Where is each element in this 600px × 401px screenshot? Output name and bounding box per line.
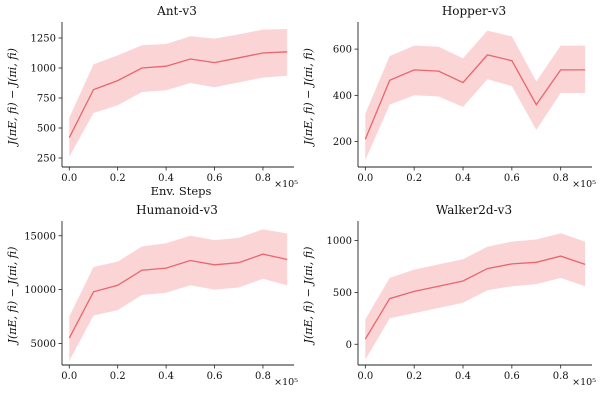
x-tick-label: 0.4 bbox=[158, 173, 174, 184]
x-tick-label: 0.2 bbox=[110, 173, 126, 184]
panel-title: Hopper-v3 bbox=[442, 4, 506, 18]
y-tick-label: 200 bbox=[333, 137, 352, 148]
y-tick-label: 5000 bbox=[31, 339, 56, 350]
x-tick-label: 0.0 bbox=[61, 371, 77, 382]
y-tick-label: 1000 bbox=[31, 64, 56, 75]
y-tick-label: 1000 bbox=[327, 236, 352, 247]
mean-line bbox=[364, 54, 586, 140]
y-tick-label: 500 bbox=[333, 288, 352, 299]
panel-0: 0.0 0.2 0.4 0.6 0.8 250 500 750 1000 1250 Ant-v3 En… bbox=[6, 4, 298, 198]
panel-2: 0.0 0.2 0.4 0.6 0.8 5000 10000 15000 Humanoid-v3… bbox=[6, 203, 298, 388]
x-tick-label: 0.4 bbox=[455, 173, 471, 184]
x-tick-label: 0.2 bbox=[406, 371, 422, 382]
panel-title: Walker2d-v3 bbox=[436, 203, 512, 217]
panel-title: Ant-v3 bbox=[156, 4, 197, 18]
x-multiplier: ×10⁵ bbox=[572, 179, 596, 190]
x-tick-label: 0.6 bbox=[504, 173, 520, 184]
x-tick-label: 0.6 bbox=[207, 173, 223, 184]
confidence-band bbox=[365, 233, 586, 360]
x-multiplier: ×10⁵ bbox=[274, 179, 298, 190]
x-tick-label: 0.6 bbox=[207, 371, 223, 382]
x-multiplier: ×10⁵ bbox=[572, 377, 596, 388]
y-tick-label: 250 bbox=[37, 154, 56, 165]
x-tick-label: 0.8 bbox=[553, 371, 569, 382]
x-axis-label: Env. Steps bbox=[151, 184, 212, 198]
confidence-band bbox=[365, 30, 586, 161]
x-tick-label: 0.4 bbox=[455, 371, 471, 382]
x-tick-label: 0.4 bbox=[158, 371, 174, 382]
panel-title: Humanoid-v3 bbox=[136, 203, 218, 217]
y-axis-label: J(πE, fi) − J(πi, fi) bbox=[302, 247, 315, 346]
x-tick-label: 0.2 bbox=[110, 371, 126, 382]
panel-3: 0.0 0.2 0.4 0.6 0.8 0 500 1000 Walker2d-v3 ×10⁵ J(… bbox=[302, 203, 596, 388]
y-tick-label: 1250 bbox=[31, 34, 56, 45]
mean-line bbox=[68, 51, 288, 138]
y-tick-label: 10000 bbox=[24, 285, 56, 296]
y-tick-label: 750 bbox=[37, 94, 56, 105]
x-tick-label: 0.8 bbox=[553, 173, 569, 184]
y-tick-label: 500 bbox=[37, 124, 56, 135]
x-tick-label: 0.0 bbox=[357, 371, 373, 382]
x-tick-label: 0.8 bbox=[255, 371, 271, 382]
y-axis-label: J(πE, fi) − J(πi, fi) bbox=[302, 48, 315, 147]
y-tick-label: 0 bbox=[346, 340, 352, 351]
y-tick-label: 15000 bbox=[24, 231, 56, 242]
x-tick-label: 0.2 bbox=[406, 173, 422, 184]
x-tick-label: 0.0 bbox=[357, 173, 373, 184]
panel-1: 0.0 0.2 0.4 0.6 0.8 200 400 600 Hopper-v3 ×10⁵ J(π… bbox=[302, 4, 596, 190]
x-tick-label: 0.0 bbox=[61, 173, 77, 184]
y-axis-label: J(πE, fi) − J(πi, fi) bbox=[6, 48, 19, 147]
x-multiplier: ×10⁵ bbox=[274, 377, 298, 388]
y-tick-label: 600 bbox=[333, 45, 352, 56]
x-tick-label: 0.6 bbox=[504, 371, 520, 382]
y-axis-label: J(πE, fi) − J(πi, fi) bbox=[6, 247, 19, 346]
confidence-band bbox=[69, 29, 288, 157]
mean-line bbox=[68, 253, 288, 339]
mean-line bbox=[364, 255, 586, 340]
confidence-band bbox=[69, 229, 288, 361]
y-tick-label: 400 bbox=[333, 91, 352, 102]
x-tick-label: 0.8 bbox=[255, 173, 271, 184]
